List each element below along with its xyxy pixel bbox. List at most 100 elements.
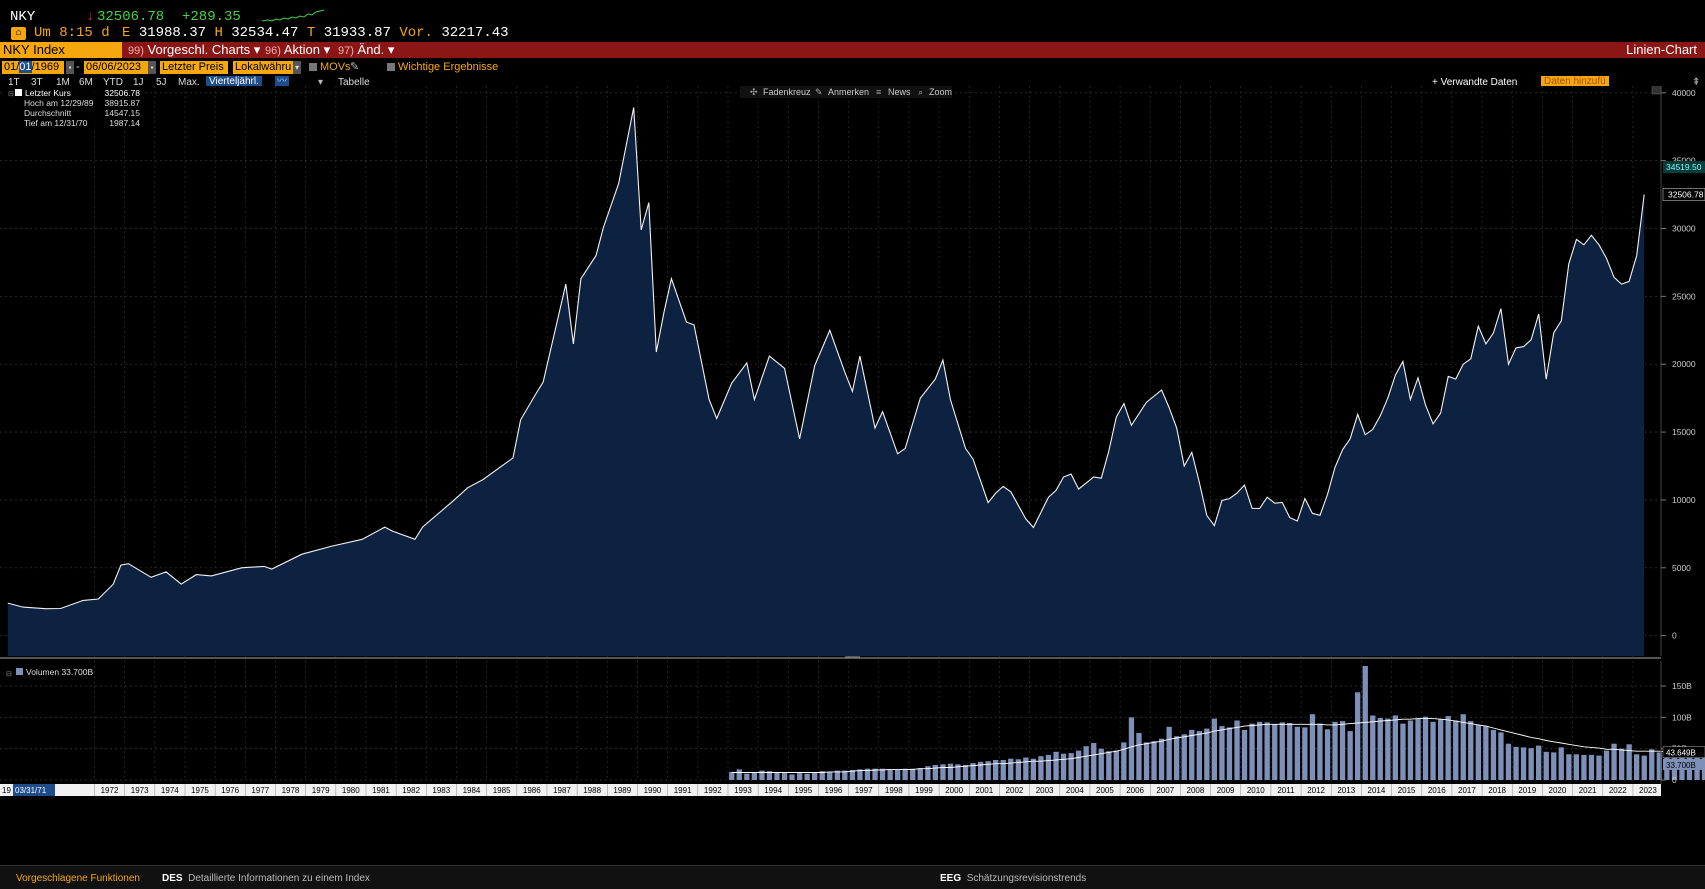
volume-bar[interactable] xyxy=(1596,755,1602,780)
volume-bar[interactable] xyxy=(1468,721,1474,780)
related-data-button[interactable]: + Verwandte Daten xyxy=(1432,77,1518,88)
volume-bar[interactable] xyxy=(1649,749,1655,780)
events-label[interactable]: Wichtige Ergebnisse xyxy=(398,61,499,73)
volume-bar[interactable] xyxy=(1053,751,1059,780)
zoom-button[interactable]: Zoom xyxy=(929,87,952,97)
range-1d[interactable]: 1T xyxy=(8,77,20,88)
volume-bar[interactable] xyxy=(1143,742,1150,780)
currency-select[interactable]: Lokalwähru xyxy=(233,61,293,74)
range-1y[interactable]: 1J xyxy=(133,77,144,88)
volume-bar[interactable] xyxy=(1045,754,1052,780)
volume-bar[interactable] xyxy=(1309,714,1316,780)
volume-bar[interactable] xyxy=(1445,716,1451,780)
volume-bar[interactable] xyxy=(879,768,886,780)
volume-bar[interactable] xyxy=(1030,758,1036,780)
eeg-function-link[interactable]: EEG Schätzungsrevisionstrends xyxy=(940,873,1086,884)
volume-bar[interactable] xyxy=(1483,726,1489,780)
volume-bar[interactable] xyxy=(1151,741,1157,780)
volume-bar[interactable] xyxy=(744,773,750,780)
volume-bar[interactable] xyxy=(849,770,856,780)
lock-icon[interactable]: ⌂ xyxy=(11,27,26,40)
volume-bar[interactable] xyxy=(774,772,780,781)
volume-bar[interactable] xyxy=(1347,731,1353,780)
volume-bar[interactable] xyxy=(804,773,810,780)
volume-bar[interactable] xyxy=(1415,718,1421,780)
volume-bar[interactable] xyxy=(1234,720,1240,781)
movs-label[interactable]: MOVs xyxy=(320,61,351,73)
volume-bar[interactable] xyxy=(993,760,999,780)
volume-bar[interactable] xyxy=(1241,729,1248,780)
volume-bar[interactable] xyxy=(1385,718,1391,780)
volume-bar[interactable] xyxy=(925,766,931,780)
volume-bar[interactable] xyxy=(819,771,825,780)
volume-bar[interactable] xyxy=(1558,747,1564,780)
volume-bar[interactable] xyxy=(1279,722,1285,780)
volume-bar[interactable] xyxy=(978,761,984,780)
volume-bar[interactable] xyxy=(1438,719,1444,780)
expand-icon[interactable]: ⊟ xyxy=(6,671,12,678)
volume-bar[interactable] xyxy=(1136,733,1142,780)
volume-bar[interactable] xyxy=(1355,692,1361,780)
des-function-link[interactable]: DES Detaillierte Informationen zu einem … xyxy=(162,873,370,884)
table-button[interactable]: Tabelle xyxy=(338,77,370,88)
volume-bar[interactable] xyxy=(789,774,795,780)
chart-menu-icon[interactable] xyxy=(1651,84,1662,95)
volume-bar[interactable] xyxy=(1166,726,1172,780)
start-date-field[interactable]: 01/01/1969 xyxy=(2,61,64,74)
volume-bar[interactable] xyxy=(1460,714,1466,780)
add-data-button[interactable]: Daten hinzufü xyxy=(1541,76,1609,88)
zoom-icon[interactable]: ⌕ xyxy=(918,87,923,97)
volume-bar[interactable] xyxy=(985,761,991,780)
volume-bar[interactable] xyxy=(1324,729,1331,780)
chevron-down-icon[interactable]: ▾ xyxy=(293,61,301,74)
volume-bar[interactable] xyxy=(1573,754,1579,780)
events-checkbox[interactable] xyxy=(387,63,395,71)
volume-bar[interactable] xyxy=(1204,728,1210,780)
volume-bar[interactable] xyxy=(1626,744,1632,780)
volume-bar[interactable] xyxy=(1513,746,1519,780)
volume-bar[interactable] xyxy=(1249,723,1255,780)
periodicity-select[interactable]: Vierteljährl. xyxy=(206,76,262,88)
range-1m[interactable]: 1M xyxy=(56,77,70,88)
chart-type-label[interactable]: Linien-Chart xyxy=(1626,42,1697,57)
news-button[interactable]: News xyxy=(888,87,911,97)
volume-bar[interactable] xyxy=(1370,715,1376,781)
volume-bar[interactable] xyxy=(1196,731,1202,780)
pencil-icon[interactable]: ✎ xyxy=(350,61,360,73)
volume-bar[interactable] xyxy=(1581,754,1587,780)
volume-bar[interactable] xyxy=(1490,729,1497,780)
volume-bar[interactable] xyxy=(970,763,976,780)
volume-bar[interactable] xyxy=(1317,723,1323,780)
annotate-button[interactable]: Anmerken xyxy=(828,87,869,97)
volume-bar[interactable] xyxy=(797,773,803,780)
volume-bar[interactable] xyxy=(1158,738,1165,780)
volume-bar[interactable] xyxy=(1332,721,1338,780)
volume-bar[interactable] xyxy=(1475,724,1481,780)
volume-bar[interactable] xyxy=(729,771,735,780)
volume-bar[interactable] xyxy=(902,768,908,780)
volume-bar[interactable] xyxy=(1566,754,1572,780)
volume-bar[interactable] xyxy=(857,769,863,780)
pencil-icon[interactable]: ✎ xyxy=(815,87,823,97)
volume-bar[interactable] xyxy=(1505,743,1512,780)
volume-bar[interactable] xyxy=(1536,745,1542,780)
volume-bar[interactable] xyxy=(864,768,871,780)
volume-bar[interactable] xyxy=(812,772,818,781)
range-5y[interactable]: 5J xyxy=(156,77,167,88)
volume-bar[interactable] xyxy=(1068,753,1074,780)
range-3d[interactable]: 3T xyxy=(31,77,43,88)
volume-bar[interactable] xyxy=(955,764,961,780)
volume-bar[interactable] xyxy=(1181,734,1187,780)
volume-bar[interactable] xyxy=(1038,756,1044,780)
volume-bar[interactable] xyxy=(1498,732,1504,780)
range-ytd[interactable]: YTD xyxy=(103,77,123,88)
volume-bar[interactable] xyxy=(1000,760,1006,780)
volume-bar[interactable] xyxy=(1603,750,1610,780)
end-date-field[interactable]: 06/06/2023 xyxy=(84,61,148,74)
volume-bar[interactable] xyxy=(827,771,833,780)
volume-bar[interactable] xyxy=(1377,718,1383,780)
volume-bar[interactable] xyxy=(932,765,938,780)
volume-bar[interactable] xyxy=(1098,748,1104,780)
volume-bar[interactable] xyxy=(1272,724,1278,780)
volume-bar[interactable] xyxy=(872,768,878,780)
